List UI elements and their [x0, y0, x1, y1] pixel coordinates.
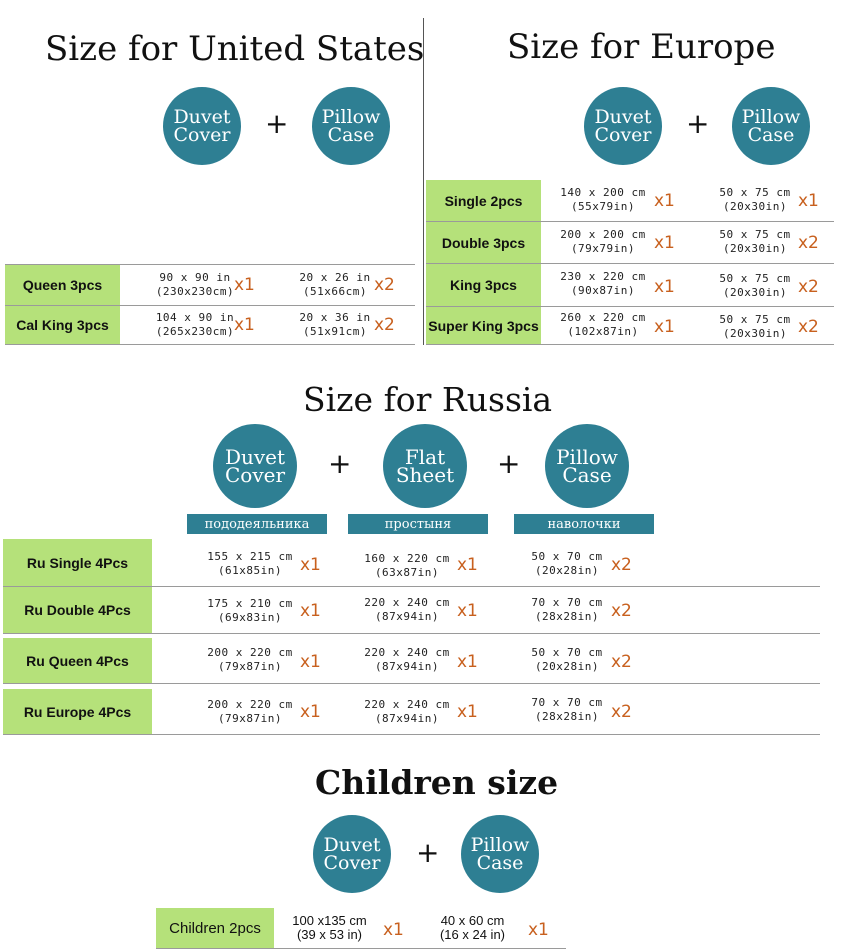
- us-row-divider: [5, 305, 415, 306]
- children-title: Children size: [315, 763, 559, 802]
- ru-queen-pillow-size: 50 x 70 cm (20x28in): [531, 646, 603, 673]
- ru-table-bottom-line: [3, 734, 820, 735]
- ru-row-label-double: Ru Double 4Pcs: [3, 587, 152, 633]
- eu-king-duvet-size: 230 x 220 cm (90x87in): [560, 270, 646, 297]
- children-row-label: Children 2pcs: [156, 908, 274, 948]
- us-cal-king-duvet-qty: x1: [234, 315, 255, 335]
- ru-row-label-europe: Ru Europe 4Pcs: [3, 689, 152, 734]
- eu-double-duvet-size: 200 x 200 cm (79x79in): [560, 228, 646, 255]
- eu-super-king-duvet-size: 260 x 220 cm (102x87in): [560, 311, 646, 338]
- ru-double-sheet-size: 220 x 240 cm (87x94in): [364, 596, 450, 623]
- eu-double-pillow-qty: x2: [798, 233, 819, 253]
- eu-single-pillow-size: 50 x 75 cm (20x30in): [719, 186, 791, 213]
- us-queen-pillow-qty: x2: [374, 275, 395, 295]
- eu-table-bottom-line: [426, 344, 834, 345]
- ru-single-sheet-qty: x1: [457, 555, 478, 575]
- ru-sheet-label: простыня: [348, 514, 488, 534]
- eu-king-duvet-qty: x1: [654, 277, 675, 297]
- ru-flat-sheet-circle: Flat Sheet: [383, 424, 467, 508]
- ru-single-sheet-size: 160 x 220 cm (63x87in): [364, 552, 450, 579]
- ru-duvet-cover-circle: Duvet Cover: [213, 424, 297, 508]
- eu-row-divider: [426, 306, 834, 307]
- ru-single-duvet-size: 155 x 215 cm (61x85in): [207, 550, 293, 577]
- us-row-label-queen: Queen 3pcs: [5, 265, 120, 305]
- us-table-bottom-line: [5, 344, 415, 345]
- eu-single-duvet-size: 140 x 200 cm (55x79in): [560, 186, 646, 213]
- ru-europe-sheet-size: 220 x 240 cm (87x94in): [364, 698, 450, 725]
- eu-king-pillow-qty: x2: [798, 277, 819, 297]
- ru-pillow-label: наволочки: [514, 514, 654, 534]
- eu-title: Size for Europe: [507, 27, 776, 67]
- us-queen-pillow-size: 20 x 26 in (51x66cm): [299, 271, 371, 298]
- us-cal-king-duvet-size: 104 x 90 in (265x230cm): [155, 311, 235, 338]
- ru-duvet-label: пододеяльника: [187, 514, 327, 534]
- eu-double-pillow-size: 50 x 75 cm (20x30in): [719, 228, 791, 255]
- ru-queen-pillow-qty: x2: [611, 652, 632, 672]
- eu-row-label-king: King 3pcs: [426, 264, 541, 306]
- children-pillow-qty: x1: [528, 920, 549, 940]
- ru-plus-sign: +: [328, 447, 352, 480]
- children-duvet-cover-circle: Duvet Cover: [313, 815, 391, 893]
- eu-single-pillow-qty: x1: [798, 191, 819, 211]
- ru-row-divider: [3, 586, 820, 587]
- eu-super-king-pillow-qty: x2: [798, 317, 819, 337]
- ru-row-label-single: Ru Single 4Pcs: [3, 539, 152, 586]
- eu-duvet-cover-circle: Duvet Cover: [584, 87, 662, 165]
- children-table-bottom-line: [156, 948, 566, 949]
- us-plus-sign: +: [265, 107, 289, 140]
- eu-row-label-super-king: Super King 3pcs: [426, 307, 541, 344]
- ru-double-sheet-qty: x1: [457, 601, 478, 621]
- ru-pillow-case-circle: Pillow Case: [545, 424, 629, 508]
- ru-title: Size for Russia: [303, 380, 553, 419]
- eu-double-duvet-qty: x1: [654, 233, 675, 253]
- ru-europe-duvet-size: 200 x 220 cm (79x87in): [207, 698, 293, 725]
- eu-row-divider: [426, 263, 834, 264]
- children-duvet-size: 100 x135 cm (39 x 53 in): [292, 913, 367, 942]
- ru-double-pillow-size: 70 x 70 cm (28x28in): [531, 596, 603, 623]
- eu-king-pillow-size: 50 x 75 cm (20x30in): [719, 272, 791, 299]
- ru-double-duvet-size: 175 x 210 cm (69x83in): [207, 597, 293, 624]
- children-pillow-size: 40 x 60 cm (16 x 24 in): [439, 913, 506, 942]
- us-row-label-cal-king: Cal King 3pcs: [5, 306, 120, 344]
- ru-row-divider: [3, 683, 820, 684]
- eu-row-label-single: Single 2pcs: [426, 180, 541, 221]
- eu-super-king-duvet-qty: x1: [654, 317, 675, 337]
- ru-queen-duvet-size: 200 x 220 cm (79x87in): [207, 646, 293, 673]
- ru-europe-sheet-qty: x1: [457, 702, 478, 722]
- us-pillow-case-circle: Pillow Case: [312, 87, 390, 165]
- eu-row-divider: [426, 221, 834, 222]
- ru-double-pillow-qty: x2: [611, 601, 632, 621]
- ru-row-divider: [3, 633, 820, 634]
- ru-plus-sign: +: [497, 447, 521, 480]
- eu-row-label-double: Double 3pcs: [426, 222, 541, 263]
- us-title: Size for United States: [45, 29, 425, 69]
- us-cal-king-pillow-size: 20 x 36 in (51x91cm): [299, 311, 371, 338]
- ru-row-label-queen: Ru Queen 4Pcs: [3, 638, 152, 683]
- children-duvet-qty: x1: [383, 920, 404, 940]
- children-plus-sign: +: [416, 836, 440, 869]
- eu-single-duvet-qty: x1: [654, 191, 675, 211]
- ru-single-pillow-size: 50 x 70 cm (20x28in): [531, 550, 603, 577]
- eu-plus-sign: +: [686, 107, 710, 140]
- eu-super-king-pillow-size: 50 x 75 cm (20x30in): [719, 313, 791, 340]
- ru-double-duvet-qty: x1: [300, 601, 321, 621]
- ru-single-pillow-qty: x2: [611, 555, 632, 575]
- ru-queen-duvet-qty: x1: [300, 652, 321, 672]
- ru-europe-pillow-size: 70 x 70 cm (28x28in): [531, 696, 603, 723]
- eu-pillow-case-circle: Pillow Case: [732, 87, 810, 165]
- ru-europe-pillow-qty: x2: [611, 702, 632, 722]
- children-pillow-case-circle: Pillow Case: [461, 815, 539, 893]
- us-queen-duvet-size: 90 x 90 in (230x230cm): [155, 271, 235, 298]
- section-divider: [423, 18, 424, 345]
- us-duvet-cover-circle: Duvet Cover: [163, 87, 241, 165]
- us-cal-king-pillow-qty: x2: [374, 315, 395, 335]
- us-queen-duvet-qty: x1: [234, 275, 255, 295]
- us-table-top-line: [5, 264, 415, 265]
- ru-single-duvet-qty: x1: [300, 555, 321, 575]
- ru-queen-sheet-size: 220 x 240 cm (87x94in): [364, 646, 450, 673]
- ru-europe-duvet-qty: x1: [300, 702, 321, 722]
- ru-queen-sheet-qty: x1: [457, 652, 478, 672]
